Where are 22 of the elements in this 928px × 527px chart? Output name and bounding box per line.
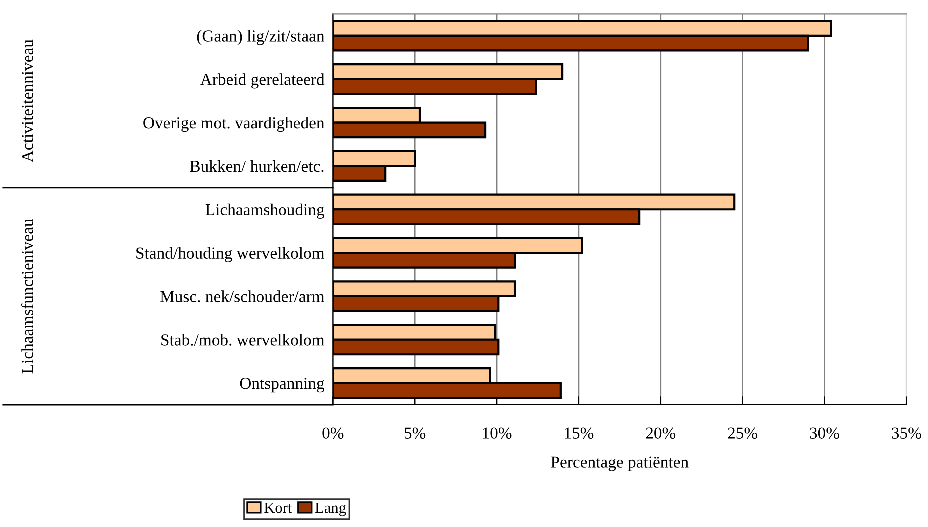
y-tick-label: Bukken/ hurken/etc.	[190, 160, 324, 172]
x-tick-label: 30%	[810, 428, 840, 440]
y-tick-label: Lichaamshouding	[206, 204, 324, 219]
x-tick-label: 35%	[892, 428, 922, 440]
y-tick-label: Arbeid gerelateerd	[200, 74, 325, 89]
x-tick-label: 5%	[404, 428, 426, 440]
y-tick-label: Overige mot. vaardigheden	[144, 116, 325, 132]
y-tick-label: Stand/houding wervelkolom	[136, 247, 325, 262]
x-axis-title: Percentage patiënten	[551, 456, 689, 472]
x-tick-label: 15%	[565, 428, 594, 440]
x-tick-label: 10%	[483, 428, 512, 440]
x-tick-label: 25%	[728, 428, 758, 440]
legend-label: Lang	[316, 503, 346, 516]
y-tick-label: Ontspanning	[240, 378, 324, 393]
text: Lichaamsfunctieniveau	[21, 218, 34, 374]
y-tick-label: (Gaan) lig/zit/staan	[197, 30, 325, 46]
y-tick-label: Stab./mob. wervelkolom	[162, 334, 325, 346]
y-tick-label: Musc. nek/schouder/arm	[160, 290, 325, 302]
x-tick-label: 20%	[646, 428, 676, 440]
text: Activiteitenniveau	[22, 40, 34, 162]
x-tick-label: 0%	[322, 428, 344, 440]
legend-label: Kort	[264, 503, 292, 514]
